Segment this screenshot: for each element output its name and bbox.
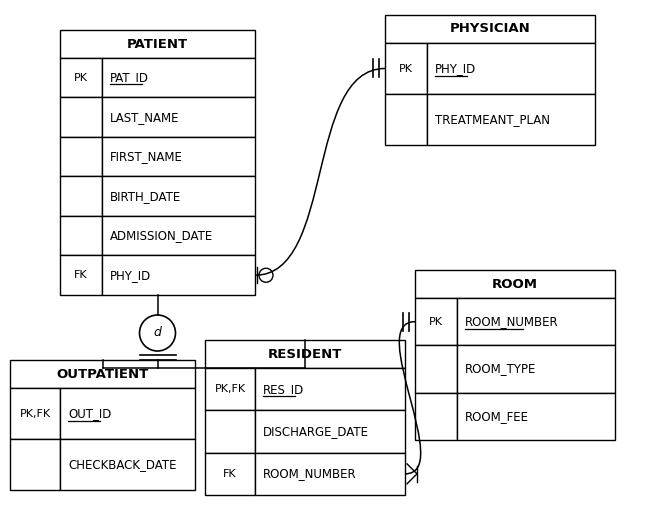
Text: RESIDENT: RESIDENT [268,347,342,360]
Text: FK: FK [74,270,88,280]
Text: PK: PK [399,63,413,74]
Text: RES_ID: RES_ID [263,383,304,396]
Text: PHYSICIAN: PHYSICIAN [450,22,531,35]
Text: FIRST_NAME: FIRST_NAME [110,150,183,163]
Bar [385,94,427,145]
Text: ADMISSION_DATE: ADMISSION_DATE [110,229,214,242]
Text: OUT_ID: OUT_ID [68,407,111,420]
Bar [457,345,615,392]
Bar [205,453,255,495]
Text: d: d [154,327,161,339]
Text: PHY_ID: PHY_ID [110,269,151,282]
Text: TREATMEANT_PLAN: TREATMEANT_PLAN [435,113,550,126]
Text: ROOM_NUMBER: ROOM_NUMBER [263,468,357,480]
Text: ROOM_TYPE: ROOM_TYPE [465,362,536,376]
Text: OUTPATIENT: OUTPATIENT [57,367,148,381]
Bar [60,256,102,295]
Text: FK: FK [223,469,237,479]
Bar [60,98,102,137]
Bar [457,392,615,440]
Bar [427,94,595,145]
Bar [415,298,457,345]
Bar [60,30,255,58]
Text: CHECKBACK_DATE: CHECKBACK_DATE [68,458,176,471]
Bar [427,43,595,94]
Bar [102,176,255,216]
Bar [10,360,195,388]
Text: PK,FK: PK,FK [214,384,245,394]
Text: PAT_ID: PAT_ID [110,71,149,84]
Text: ROOM_NUMBER: ROOM_NUMBER [465,315,559,328]
Bar [102,58,255,98]
Bar [60,176,102,216]
Bar [385,43,427,94]
Bar [102,216,255,256]
Bar [385,15,595,43]
Text: PATIENT: PATIENT [127,37,188,51]
Bar [205,368,255,410]
Text: PHY_ID: PHY_ID [435,62,477,75]
Bar [60,439,195,490]
Bar [10,439,60,490]
Bar [60,137,102,176]
Text: PK: PK [429,317,443,327]
Bar [102,137,255,176]
Bar [60,216,102,256]
Bar [60,388,195,439]
Bar [415,345,457,392]
Text: DISCHARGE_DATE: DISCHARGE_DATE [263,425,369,438]
Bar [102,98,255,137]
Bar [415,270,615,298]
Text: LAST_NAME: LAST_NAME [110,111,180,124]
Bar [255,368,405,410]
Bar [255,453,405,495]
Text: BIRTH_DATE: BIRTH_DATE [110,190,181,203]
Bar [415,392,457,440]
Text: ROOM: ROOM [492,277,538,290]
Text: PK,FK: PK,FK [20,408,51,419]
Bar [457,298,615,345]
Bar [205,410,255,453]
Bar [10,388,60,439]
Bar [60,58,102,98]
Bar [255,410,405,453]
Text: PK: PK [74,73,88,83]
Bar [205,340,405,368]
Text: ROOM_FEE: ROOM_FEE [465,410,529,423]
Bar [102,256,255,295]
